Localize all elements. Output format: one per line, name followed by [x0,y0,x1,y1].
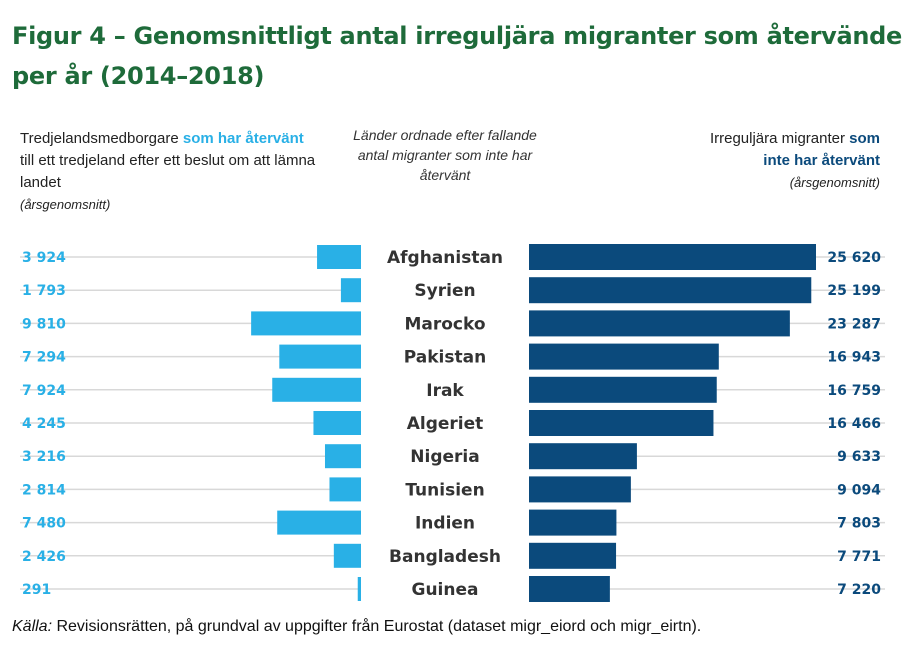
bar-returned [251,311,361,336]
value-label-not-returned: 23 287 [827,316,881,332]
value-label-not-returned: 9 633 [837,449,881,465]
category-label: Irak [426,381,464,401]
bar-returned [279,344,361,369]
bar-returned [277,510,361,535]
category-label: Indien [415,514,475,534]
source-text: Revisionsrätten, på grundval av uppgifte… [52,618,702,635]
value-label-returned: 4 245 [22,416,66,432]
bar-not-returned [529,542,617,569]
category-label: Guinea [412,580,479,600]
value-label-not-returned: 7 220 [837,582,881,598]
value-label-not-returned: 7 771 [837,549,881,565]
bar-returned [313,411,361,435]
left-header-text-2: till ett tredjeland efter ett beslut om … [20,152,316,191]
source-note: Källa: Revisionsrätten, på grundval av u… [12,618,701,636]
value-label-returned: 3 924 [22,250,66,266]
bar-not-returned [529,244,816,270]
bar-not-returned [529,343,719,370]
center-header: Länder ordnade efter fallande antal migr… [353,127,537,183]
value-label-not-returned: 25 199 [827,283,881,299]
category-label: Nigeria [410,447,479,467]
value-label-returned: 291 [22,582,51,598]
bar-not-returned [529,410,714,436]
value-label-not-returned: 7 803 [837,516,881,532]
category-label: Algeriet [407,414,484,434]
category-label: Syrien [414,281,475,301]
bar-not-returned [529,277,812,304]
bar-returned [317,245,361,269]
chart-title: Figur 4 – Genomsnittligt antal irreguljä… [12,22,903,90]
bar-not-returned [529,376,717,403]
bar-returned [329,477,361,502]
bar-not-returned [529,476,631,503]
left-header-text: Tredjelandsmedborgare [20,130,183,147]
category-label: Afghanistan [387,248,503,268]
bar-not-returned [529,509,617,536]
bar-not-returned [529,576,610,602]
value-label-not-returned: 16 759 [827,383,881,399]
bar-returned [340,278,361,303]
value-label-not-returned: 16 943 [827,350,881,366]
right-header-highlight: som inte har återvänt [763,130,880,169]
source-label: Källa: [12,618,53,635]
bar-returned [333,543,361,568]
bar-not-returned [529,310,790,337]
right-header-sub: (årsgenomsnitt) [789,175,880,190]
bar-returned [357,577,361,601]
value-label-returned: 7 924 [22,383,66,399]
category-label: Tunisien [405,480,484,500]
value-label-returned: 2 426 [22,549,66,565]
value-label-returned: 7 480 [22,516,66,532]
value-label-not-returned: 25 620 [827,250,881,266]
right-header: Irreguljära migranter som inte har återv… [690,128,880,194]
right-header-text: Irreguljära migranter [709,130,850,147]
bar-returned [272,377,361,402]
category-label: Marocko [404,314,485,334]
left-header: Tredjelandsmedborgare som har återvänt t… [20,128,320,216]
value-label-returned: 2 814 [22,482,66,498]
value-label-returned: 9 810 [22,316,66,332]
category-label: Bangladesh [389,547,501,567]
value-label-returned: 1 793 [22,283,66,299]
left-header-highlight: som har återvänt [182,130,304,147]
category-label: Pakistan [404,348,486,368]
value-label-returned: 3 216 [22,449,66,465]
bar-not-returned [529,443,637,470]
left-header-sub: (årsgenomsnitt) [20,197,111,212]
value-label-not-returned: 16 466 [827,416,881,432]
bar-returned [324,444,361,469]
value-label-not-returned: 9 094 [837,482,881,498]
value-label-returned: 7 294 [22,350,66,366]
